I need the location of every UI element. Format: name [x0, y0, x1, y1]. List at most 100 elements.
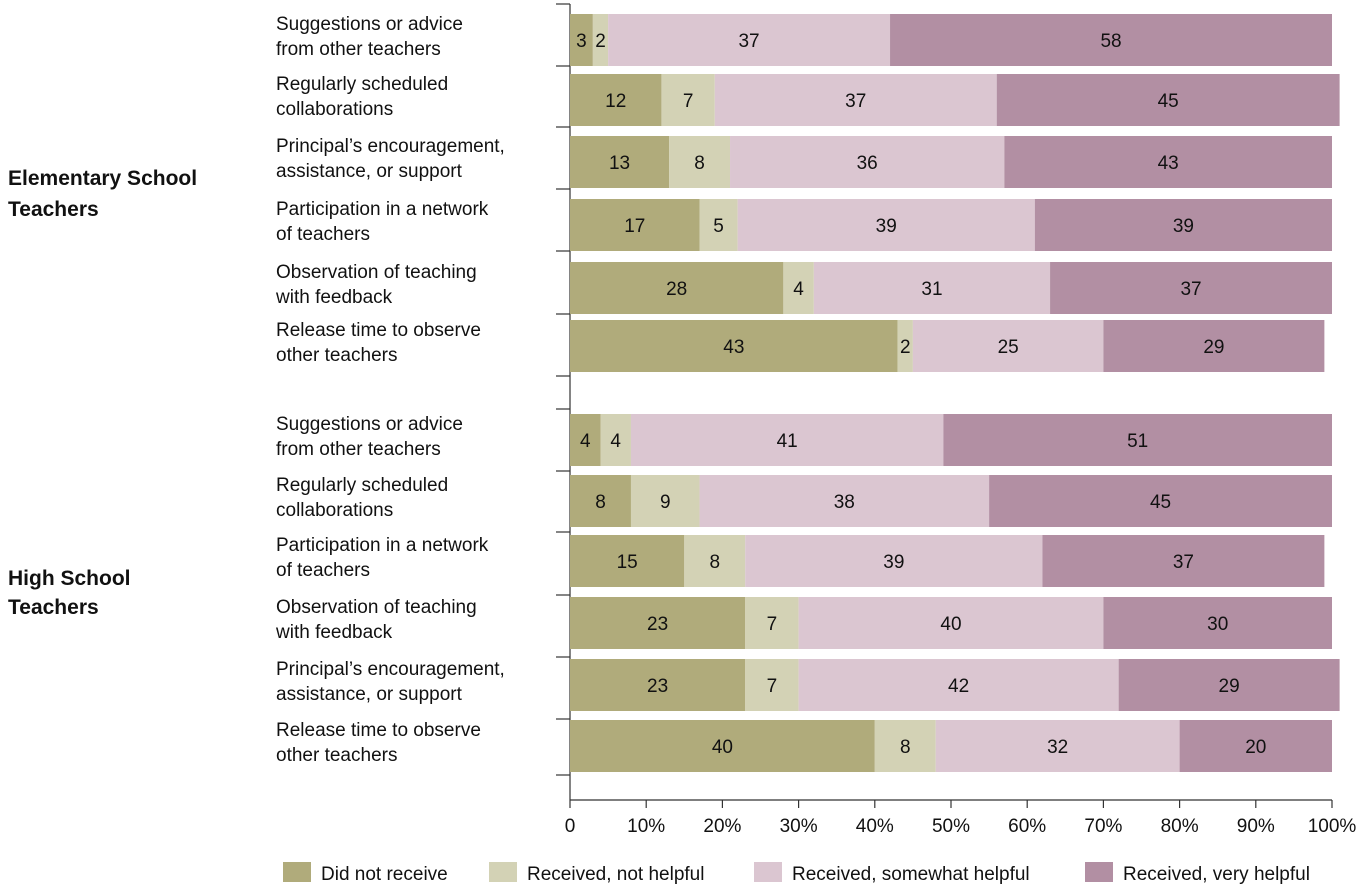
data-label: 28: [666, 279, 687, 300]
bar-segment: [1118, 659, 1340, 711]
data-label: 36: [857, 153, 878, 174]
data-label: 4: [610, 431, 621, 452]
bar-segment: [935, 720, 1180, 772]
bar-segment: [783, 262, 814, 314]
data-label: 4: [580, 431, 591, 452]
group-label: Elementary School: [8, 167, 197, 190]
category-label: of teachers: [276, 560, 370, 581]
category-label: Observation of teaching: [276, 262, 477, 283]
category-label: Release time to observe: [276, 720, 481, 741]
data-label: 39: [883, 552, 904, 573]
data-label: 3: [576, 31, 587, 52]
data-label: 29: [1219, 676, 1240, 697]
data-label: 8: [694, 153, 705, 174]
bar-segment: [912, 320, 1104, 372]
data-label: 8: [900, 737, 911, 758]
category-label: Participation in a network: [276, 535, 489, 556]
bar-segment: [745, 597, 799, 649]
bar-segment: [570, 262, 784, 314]
x-tick-label: 50%: [932, 816, 970, 837]
data-label: 32: [1047, 737, 1068, 758]
bar-segment: [608, 14, 891, 66]
category-label: Principal’s encouragement,: [276, 659, 505, 680]
data-label: 7: [767, 614, 778, 635]
data-label: 45: [1158, 91, 1179, 112]
bar-segment: [813, 262, 1051, 314]
bar-segment: [570, 136, 670, 188]
bar-segment: [745, 659, 799, 711]
category-label: collaborations: [276, 99, 393, 120]
bar-segment: [1034, 199, 1332, 251]
data-label: 17: [624, 216, 645, 237]
data-label: 37: [1173, 552, 1194, 573]
data-label: 23: [647, 614, 668, 635]
bar-segment: [890, 14, 1332, 66]
data-label: 2: [595, 31, 606, 52]
legend-label: Received, not helpful: [527, 864, 704, 885]
x-tick-label: 40%: [856, 816, 894, 837]
category-label: Participation in a network: [276, 199, 489, 220]
bar-segment: [745, 535, 1043, 587]
x-tick-label: 70%: [1084, 816, 1122, 837]
data-label: 29: [1203, 337, 1224, 358]
bar-segment: [570, 320, 898, 372]
category-label: of teachers: [276, 224, 370, 245]
data-label: 15: [617, 552, 638, 573]
data-label: 5: [713, 216, 724, 237]
bar-segment: [1042, 535, 1325, 587]
data-label: 25: [998, 337, 1019, 358]
data-label: 9: [660, 492, 671, 513]
group-label: Teachers: [8, 596, 99, 619]
category-label: assistance, or support: [276, 161, 463, 182]
x-tick-label: 10%: [627, 816, 665, 837]
bar-segment: [730, 136, 1005, 188]
category-label: Regularly scheduled: [276, 475, 448, 496]
data-label: 37: [738, 31, 759, 52]
bar-segment: [570, 720, 875, 772]
bar-segment: [570, 74, 662, 126]
data-label: 43: [723, 337, 744, 358]
x-tick-label: 30%: [780, 816, 818, 837]
group-label: Teachers: [8, 198, 99, 221]
legend-swatch: [283, 862, 311, 882]
bar-segment: [570, 199, 700, 251]
bar-segment: [737, 199, 1035, 251]
data-label: 13: [609, 153, 630, 174]
bar-segment: [661, 74, 715, 126]
bar-segment: [570, 597, 746, 649]
data-label: 58: [1100, 31, 1121, 52]
x-tick-label: 60%: [1008, 816, 1046, 837]
data-label: 37: [1180, 279, 1201, 300]
data-label: 23: [647, 676, 668, 697]
x-tick-label: 0: [565, 816, 576, 837]
data-label: 45: [1150, 492, 1171, 513]
bar-segment: [592, 14, 609, 66]
data-label: 38: [834, 492, 855, 513]
bar-segment: [570, 475, 631, 527]
category-label: assistance, or support: [276, 684, 463, 705]
bar-segment: [798, 659, 1119, 711]
category-label: from other teachers: [276, 39, 441, 60]
category-label: Suggestions or advice: [276, 414, 463, 435]
x-tick-label: 90%: [1237, 816, 1275, 837]
data-label: 7: [683, 91, 694, 112]
data-label: 39: [1173, 216, 1194, 237]
category-label: other teachers: [276, 745, 397, 766]
bar-segment: [996, 74, 1340, 126]
bar-segment: [989, 475, 1332, 527]
data-label: 51: [1127, 431, 1148, 452]
group-label: High School: [8, 567, 131, 590]
legend-label: Received, somewhat helpful: [792, 864, 1030, 885]
legend-swatch: [489, 862, 517, 882]
data-label: 30: [1207, 614, 1228, 635]
bar-segment: [897, 320, 913, 372]
bar-segment: [1179, 720, 1332, 772]
bar-segment: [699, 199, 738, 251]
data-label: 31: [921, 279, 942, 300]
bar-segment: [1004, 136, 1332, 188]
category-label: Principal’s encouragement,: [276, 136, 505, 157]
bar-segment: [600, 414, 631, 466]
legend-label: Did not receive: [321, 864, 448, 885]
legend-label: Received, very helpful: [1123, 864, 1310, 885]
